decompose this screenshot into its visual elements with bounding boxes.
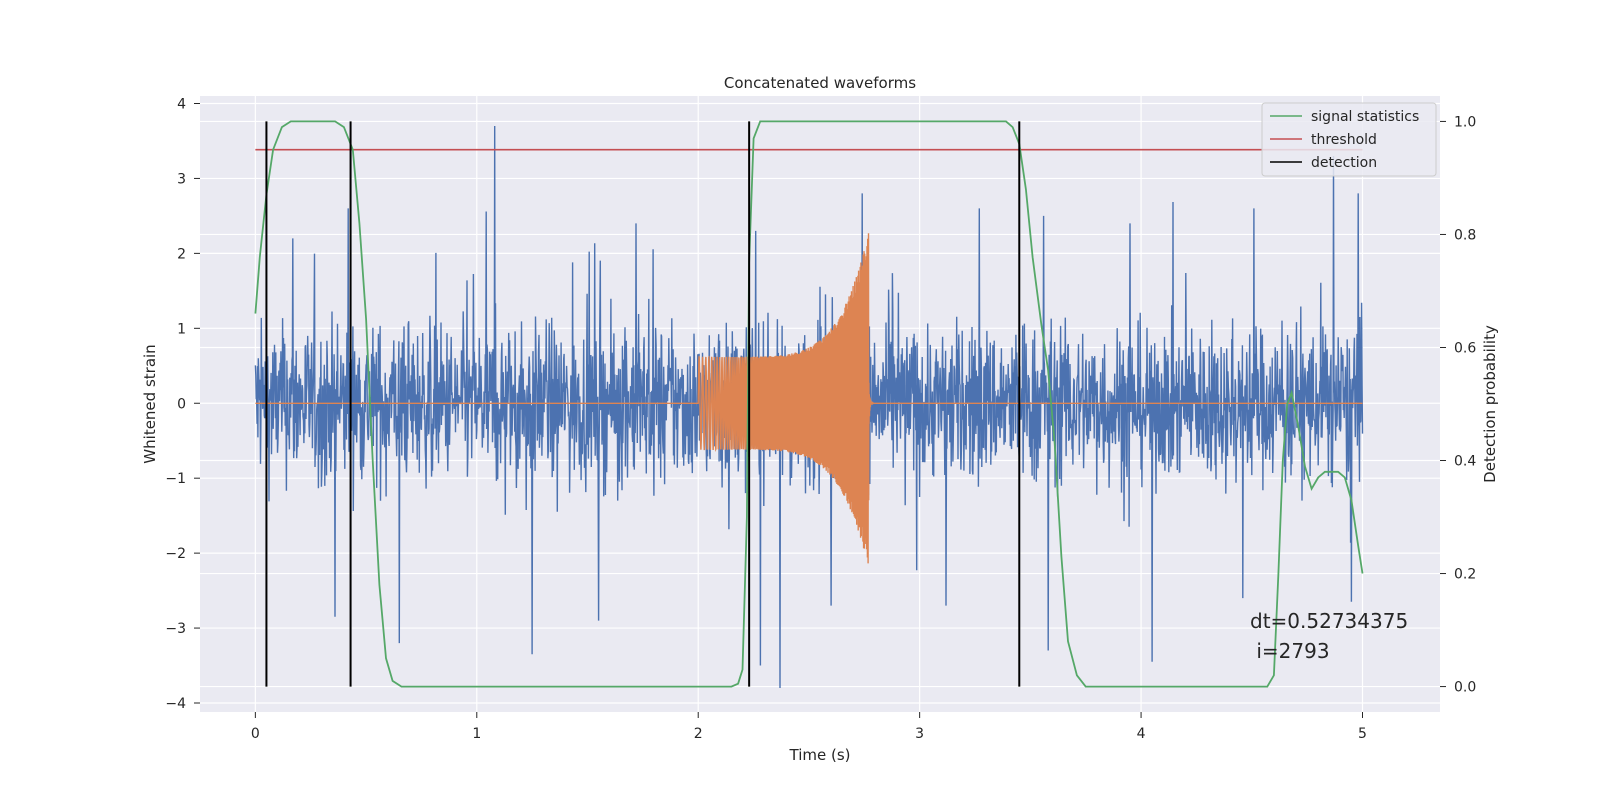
y-tick-label: 3	[177, 171, 186, 187]
y2-tick-label: 0.2	[1454, 567, 1476, 583]
y2-axis-label: Detection probability	[1481, 325, 1499, 483]
chirp-waveform-line	[255, 233, 1363, 564]
y-tick-label: 2	[177, 246, 186, 262]
y2-tick-label: 0.0	[1454, 680, 1476, 696]
legend-label-threshold: threshold	[1311, 132, 1377, 148]
annotation-i: i=2793	[1250, 639, 1330, 663]
y-tick-label: −3	[165, 621, 186, 637]
y-tick-label: −2	[165, 546, 186, 562]
y-tick-label: 0	[177, 396, 186, 412]
y-tick-label: 4	[177, 96, 186, 112]
x-tick-label: 3	[915, 726, 924, 742]
legend-label-signal-statistics: signal statistics	[1311, 109, 1419, 125]
x-tick-label: 5	[1358, 726, 1367, 742]
signal-statistics-line	[254, 120, 1364, 688]
x-axis-label: Time (s)	[789, 746, 851, 764]
legend-box	[1261, 102, 1437, 177]
legend-label-detection: detection	[1311, 155, 1377, 171]
y2-tick-label: 1.0	[1454, 114, 1476, 130]
y-tick-label: −4	[165, 696, 186, 712]
y2-tick-label: 0.8	[1454, 227, 1476, 243]
plot-data	[254, 120, 1364, 689]
x-tick-label: 0	[251, 726, 260, 742]
x-tick-label: 1	[472, 726, 481, 742]
x-tick-label: 2	[694, 726, 703, 742]
axes: 0 1 2 3 4 5 −4 −3 −2 −1 0 1 2 3 4 0.0 0.2 0.4 0.6 0.8 1.0	[165, 96, 1476, 742]
y-tick-label: 1	[177, 321, 186, 337]
annotation-dt: dt=0.52734375	[1250, 609, 1408, 633]
y-axis-label: Whitened strain	[141, 344, 159, 463]
y2-tick-label: 0.4	[1454, 454, 1476, 470]
y2-tick-label: 0.6	[1454, 340, 1476, 356]
y-tick-label: −1	[165, 471, 186, 487]
chart-title: Concatenated waveforms	[724, 74, 916, 92]
legend: signal statistics threshold detection	[1261, 102, 1437, 177]
x-tick-label: 4	[1137, 726, 1146, 742]
